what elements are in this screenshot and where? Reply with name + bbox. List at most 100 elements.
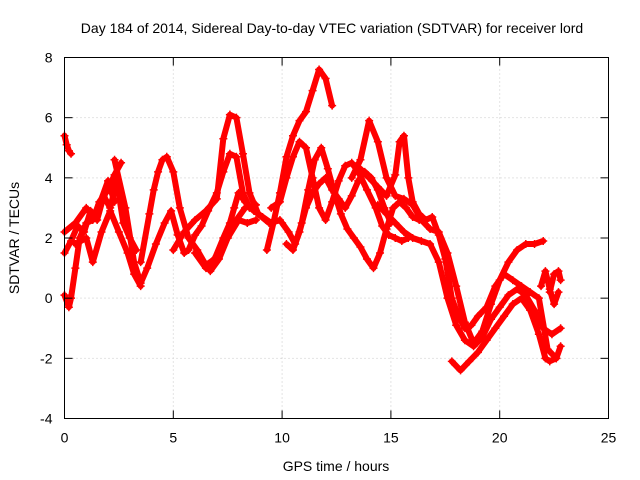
data-point-trace-18 (473, 348, 482, 357)
data-point-trace-6 (121, 203, 130, 212)
data-point-trace-17 (373, 200, 382, 209)
data-point-trace-13 (356, 243, 365, 252)
data-point-trace-8 (238, 149, 247, 158)
data-point-trace-5 (82, 234, 91, 242)
data-point-trace-20 (550, 270, 559, 279)
data-point-trace-12 (362, 185, 371, 194)
data-point-trace-13 (389, 203, 398, 212)
data-point-trace-9 (251, 215, 260, 224)
data-point-trace-8 (245, 188, 254, 197)
data-point-trace-17 (452, 321, 461, 330)
data-point-trace-14 (288, 246, 297, 255)
data-point-trace-11 (295, 116, 304, 125)
data-point-trace-16 (356, 164, 365, 173)
data-point-trace-7 (230, 203, 239, 212)
data-point-trace-8 (212, 194, 221, 203)
data-point-trace-10 (214, 255, 223, 264)
data-point-trace-11 (262, 246, 271, 255)
data-point-trace-19 (541, 267, 550, 276)
data-point-trace-11 (288, 131, 297, 140)
data-point-trace-17 (547, 330, 556, 339)
data-point-trace-13 (284, 227, 293, 236)
data-point-trace-17 (426, 240, 435, 249)
data-point-trace-12 (341, 161, 350, 170)
data-point-trace-14 (347, 191, 356, 200)
data-point-trace-8 (225, 110, 234, 119)
data-point-trace-12 (391, 234, 400, 242)
data-point-trace-6 (232, 152, 241, 161)
y-tick-label: 4 (45, 170, 53, 186)
data-point-trace-7 (169, 167, 178, 176)
data-point-trace-15 (504, 258, 513, 267)
data-point-trace-18 (517, 294, 526, 303)
data-point-trace-15 (521, 240, 530, 249)
data-point-trace-16 (408, 197, 417, 206)
data-point-trace-2 (117, 158, 126, 167)
data-point-trace-17 (478, 333, 487, 342)
data-point-trace-4 (110, 197, 119, 206)
data-point-trace-15 (539, 237, 548, 246)
x-tick-label: 0 (61, 430, 69, 446)
data-point-trace-13 (304, 185, 313, 194)
data-point-trace-18 (508, 300, 517, 309)
data-point-trace-8 (232, 113, 241, 122)
data-point-trace-15 (426, 224, 435, 233)
data-point-trace-16 (508, 276, 517, 285)
data-point-trace-7 (154, 167, 163, 176)
axis-ticks: 0 5 10 15 20 25 -4 -2 0 2 4 6 8 (40, 50, 616, 446)
data-point-trace-6 (180, 249, 189, 258)
data-point-trace-16 (460, 324, 469, 333)
data-point-trace-15 (365, 116, 374, 125)
data-point-trace-17 (417, 237, 426, 246)
data-point-trace-13 (278, 218, 287, 227)
data-point-trace-18 (447, 357, 456, 366)
data-point-trace-11 (321, 74, 330, 83)
data-point-trace-14 (308, 188, 317, 197)
data-point-trace-6 (143, 264, 152, 273)
data-point-trace-16 (421, 215, 430, 224)
data-point-trace-19 (537, 282, 546, 291)
data-point-trace-5 (97, 227, 106, 236)
data-point-trace-3 (93, 215, 102, 224)
data-point-trace-18 (491, 324, 500, 333)
x-tick-label: 25 (601, 430, 617, 446)
data-point-trace-14 (302, 203, 311, 212)
data-point-trace-17 (556, 324, 565, 333)
data-point-trace-11 (302, 107, 311, 116)
data-point-trace-16 (441, 255, 450, 264)
data-point-trace-5 (71, 240, 80, 249)
data-point-trace-4 (88, 212, 97, 221)
data-point-trace-18 (534, 330, 543, 339)
series-line-trace-15 (348, 117, 547, 347)
data-point-trace-19 (550, 300, 559, 309)
data-point-trace-16 (526, 288, 535, 297)
data-point-trace-17 (382, 209, 391, 218)
data-point-trace-10 (223, 234, 232, 242)
data-point-trace-19 (554, 288, 563, 297)
data-point-trace-18 (552, 354, 561, 363)
data-point-trace-17 (469, 342, 478, 351)
data-point-trace-6 (136, 279, 145, 288)
data-point-trace-16 (382, 191, 391, 200)
data-point-trace-7 (158, 155, 167, 164)
data-point-trace-13 (362, 255, 371, 264)
data-point-trace-13 (369, 264, 378, 273)
data-point-trace-16 (373, 182, 382, 191)
data-point-trace-13 (382, 224, 391, 233)
data-point-trace-13 (349, 234, 358, 242)
data-point-trace-12 (321, 215, 330, 224)
x-tick-label: 10 (274, 430, 290, 446)
data-point-trace-17 (486, 315, 495, 324)
data-point-trace-10 (232, 215, 241, 224)
data-point-trace-12 (288, 152, 297, 161)
data-point-trace-7 (162, 152, 171, 161)
data-point-trace-15 (356, 155, 365, 164)
data-point-trace-12 (282, 173, 291, 182)
data-point-trace-13 (310, 155, 319, 164)
data-point-trace-13 (402, 203, 411, 212)
x-tick-label: 15 (383, 430, 399, 446)
data-point-trace-17 (434, 258, 443, 267)
data-point-trace-12 (302, 143, 311, 152)
data-traces (60, 65, 565, 375)
